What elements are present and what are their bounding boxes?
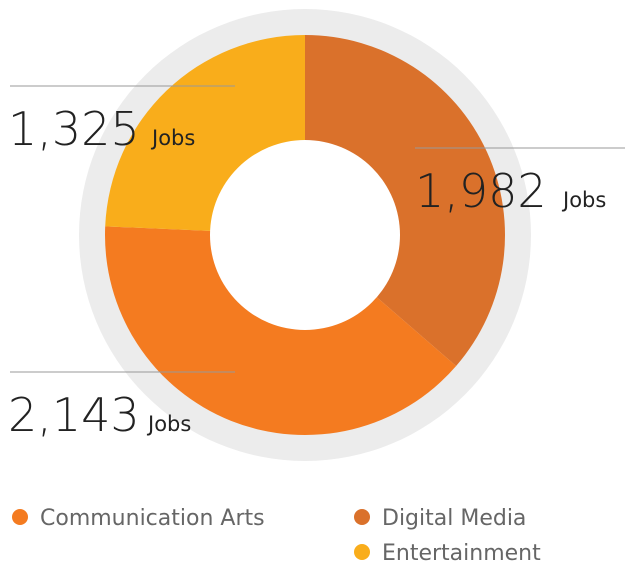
- legend-swatch: [354, 544, 370, 560]
- legend-label: Communication Arts: [40, 506, 265, 531]
- value-unit: Jobs: [561, 188, 606, 212]
- donut-hole: [210, 140, 400, 330]
- value-label: 1,982: [415, 164, 547, 218]
- slice: [104, 226, 457, 435]
- legend: Digital Media Communication Arts Entertain…: [12, 506, 541, 566]
- value-unit: Jobs: [150, 126, 195, 150]
- value-label: 2,143: [8, 388, 140, 442]
- value-label: 1,325: [8, 102, 140, 156]
- legend-label: Entertainment: [382, 541, 541, 566]
- legend-label: Digital Media: [382, 506, 526, 531]
- value-unit: Jobs: [146, 412, 191, 436]
- slice: [305, 35, 505, 367]
- legend-swatch: [354, 509, 370, 525]
- legend-swatch: [12, 509, 28, 525]
